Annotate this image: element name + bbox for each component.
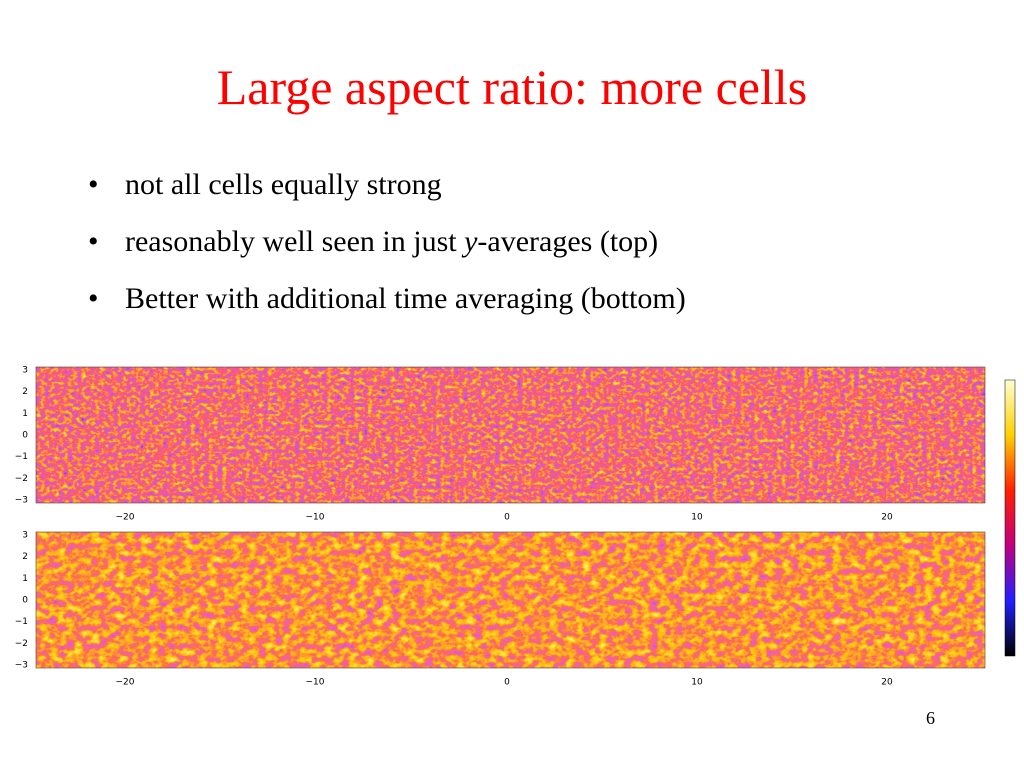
bullet-text: not all cells equally strong <box>125 168 442 201</box>
x-tick-label: −20 <box>116 513 135 523</box>
y-tick-label: −1 <box>15 617 28 627</box>
bullet: • reasonably well seen in just y-averages… <box>88 225 658 259</box>
x-tick-label: 20 <box>881 678 893 688</box>
x-tick-label: 10 <box>691 513 703 523</box>
bullet-marker: • <box>88 282 99 315</box>
field-image <box>36 532 985 668</box>
y-tick-label: 2 <box>22 552 28 562</box>
y-tick-label: 0 <box>22 431 28 441</box>
x-tick-label: −10 <box>306 678 325 688</box>
x-tick-label: 20 <box>881 513 893 523</box>
x-tick-label: 10 <box>691 678 703 688</box>
x-tick-label: 0 <box>504 678 510 688</box>
bullet: • not all cells equally strong <box>88 168 442 202</box>
y-tick-label: 3 <box>22 531 28 541</box>
slide-title: Large aspect ratio: more cells <box>216 59 808 115</box>
y-tick-label: −3 <box>15 496 28 506</box>
field-image <box>36 367 985 503</box>
plot-frame <box>35 366 986 504</box>
bullet-text: -averages (top) <box>477 225 659 258</box>
x-tick-label: 0 <box>504 513 510 523</box>
y-tick-label: 0 <box>22 596 28 606</box>
y-tick-label: 1 <box>22 409 28 419</box>
plot-frame <box>35 531 986 669</box>
bullet-marker: • <box>88 225 99 258</box>
y-tick-label: −2 <box>15 474 28 484</box>
bullet-text: y <box>464 225 478 258</box>
y-tick-label: −1 <box>15 452 28 462</box>
bullet-text: reasonably well seen in just <box>125 225 465 258</box>
y-tick-label: 3 <box>22 366 28 376</box>
y-tick-label: −2 <box>15 639 28 649</box>
x-tick-label: −20 <box>116 678 135 688</box>
x-tick-label: −10 <box>306 513 325 523</box>
bullet-text: Better with additional time averaging (b… <box>125 282 686 315</box>
y-tick-label: 1 <box>22 574 28 584</box>
y-tick-label: −3 <box>15 661 28 671</box>
y-tick-label: 2 <box>22 387 28 397</box>
colorbar <box>1004 379 1016 657</box>
bullet-marker: • <box>88 168 99 201</box>
page-number: 6 <box>926 708 935 728</box>
bullet: • Better with additional time averaging (… <box>88 282 686 316</box>
